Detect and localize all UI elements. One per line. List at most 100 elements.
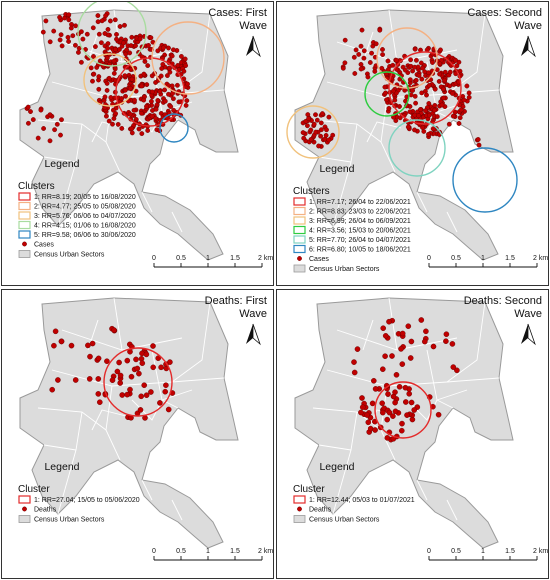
north-arrow-left (521, 324, 528, 344)
event-point (114, 36, 119, 42)
event-point (408, 338, 415, 345)
panel-title-line2: Wave (239, 20, 267, 32)
event-point (358, 43, 364, 49)
event-point (184, 98, 190, 104)
scale-bar: 0 0.5 1 1.5 2 km (427, 548, 548, 561)
event-point (96, 31, 102, 37)
event-point (313, 129, 319, 135)
sector-boundary (446, 301, 486, 383)
legend-point-label: Deaths (34, 507, 57, 514)
event-point (450, 364, 457, 370)
event-point (145, 63, 151, 68)
scale-bar-label: 0.5 (176, 255, 186, 262)
event-point (114, 32, 119, 37)
legend-point-symbol (297, 506, 302, 512)
event-point (392, 389, 398, 395)
scale-bar-label: 2 km (533, 255, 548, 262)
event-point (432, 86, 438, 92)
north-arrow-icon (521, 35, 536, 58)
cluster-circle (452, 147, 518, 213)
event-point (108, 95, 114, 100)
event-point (377, 27, 383, 33)
legend-point-symbol (22, 506, 27, 512)
sector-boundary (161, 389, 193, 401)
event-point (364, 412, 370, 418)
event-point (158, 73, 164, 79)
event-point (122, 22, 127, 28)
legend-cluster-swatch (18, 201, 31, 211)
event-point (124, 47, 130, 53)
event-point (419, 90, 425, 96)
event-point (54, 121, 60, 127)
event-point (372, 69, 378, 74)
scale-bar-label: 0.5 (176, 548, 186, 555)
event-point (119, 96, 125, 101)
north-arrow-right (252, 35, 261, 58)
event-point (399, 361, 406, 367)
event-point (157, 400, 163, 406)
event-point (373, 41, 379, 47)
event-point (440, 86, 446, 92)
north-arrow-left (246, 324, 253, 344)
event-point (392, 408, 399, 415)
event-point (105, 55, 110, 61)
cluster-circles-layer (103, 347, 173, 417)
legend-sector-label: Census Urban Sectors (309, 266, 380, 273)
event-point (449, 91, 455, 96)
event-point (132, 97, 137, 103)
event-point (442, 77, 448, 83)
event-point (454, 367, 460, 374)
event-point (396, 384, 403, 390)
event-point (405, 323, 412, 330)
cluster-circle (388, 119, 446, 177)
event-point (25, 104, 31, 110)
legend-cluster-swatch (18, 230, 31, 239)
event-point (354, 346, 361, 352)
map-panel-deaths-first-wave: Deaths: First Wave Legend Cluster 1: RR=27.0… (1, 289, 274, 579)
event-point (84, 31, 90, 37)
event-point (87, 353, 93, 360)
event-point (137, 36, 143, 42)
event-point (421, 338, 428, 345)
event-point (356, 52, 362, 57)
sector-boundary (141, 191, 153, 213)
legend-cluster-label: 6: RR=6.80; 10/05 to 18/06/2021 (309, 247, 411, 254)
map-panel-deaths-second-wave: Deaths: Second Wave Legend Cluster 1: RR=12.… (276, 289, 549, 579)
sector-boundary (416, 191, 428, 213)
event-point (167, 65, 173, 71)
event-point (318, 133, 323, 139)
event-point (91, 71, 97, 77)
event-point (359, 27, 365, 33)
event-point (158, 364, 164, 371)
event-point (104, 113, 109, 119)
event-point (407, 109, 413, 115)
event-point (372, 386, 379, 392)
event-point (95, 391, 102, 397)
event-point (111, 58, 117, 64)
north-arrow-right (527, 323, 536, 346)
legend-cluster-swatch (18, 495, 31, 504)
event-point (466, 95, 472, 100)
event-point (111, 327, 117, 333)
event-point (358, 62, 364, 67)
event-point (138, 393, 144, 400)
event-point (323, 132, 329, 138)
event-point (162, 98, 168, 104)
legend-title: Legend (319, 461, 354, 473)
event-point (123, 51, 129, 57)
event-point (324, 127, 329, 133)
event-point (96, 74, 102, 80)
event-point (380, 409, 386, 416)
event-point (144, 82, 150, 88)
event-point (112, 17, 118, 23)
event-point (412, 93, 418, 99)
event-point (136, 370, 142, 377)
scale-bar-label: 1 (206, 548, 210, 555)
event-point (112, 66, 118, 72)
event-point (430, 126, 436, 132)
event-point (320, 111, 325, 117)
legend-sector-swatch (18, 515, 31, 523)
event-point (412, 46, 418, 52)
municipality-outline (19, 297, 239, 549)
